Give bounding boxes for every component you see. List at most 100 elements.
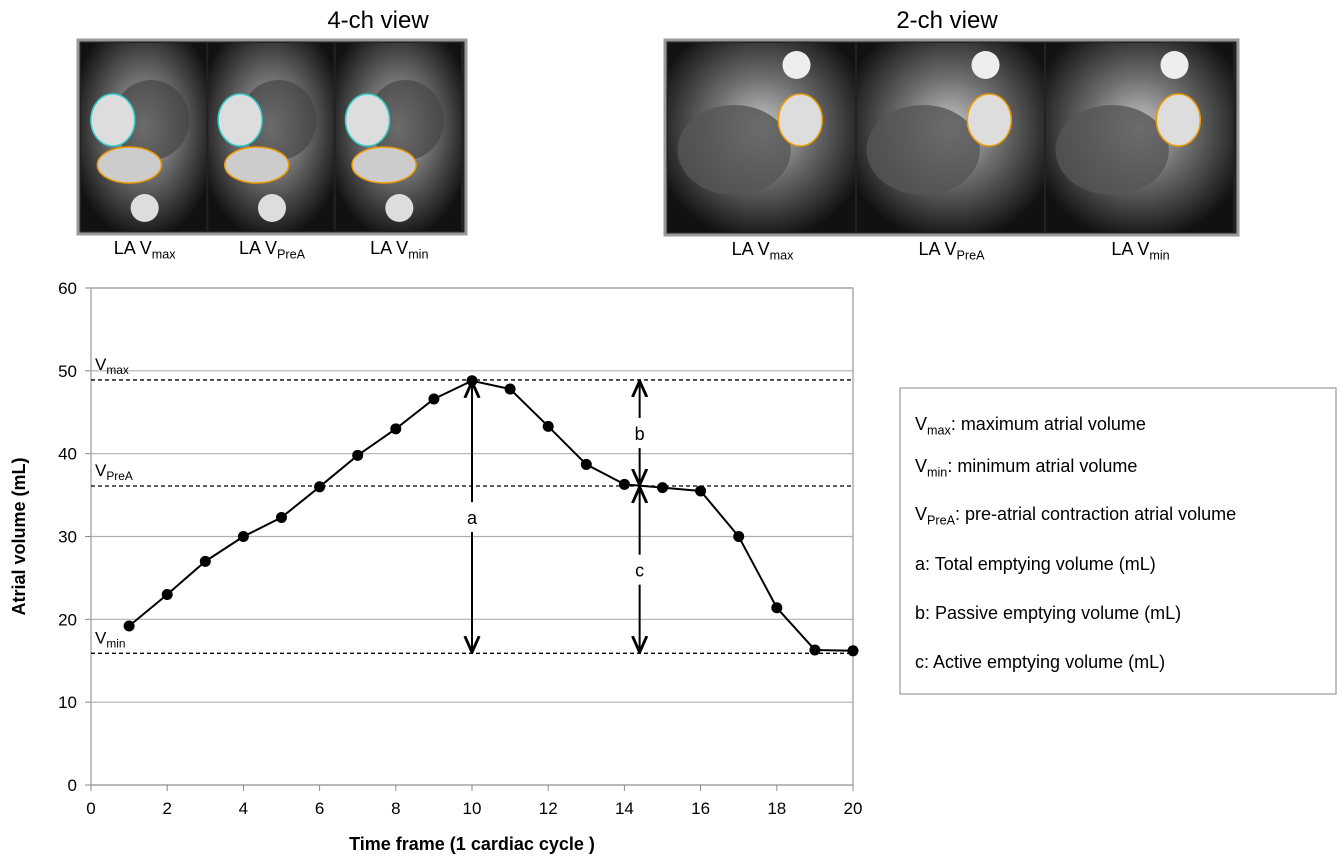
annotation-label: c	[635, 561, 644, 581]
text-main: V	[95, 461, 107, 480]
legend-entry: Vmin: minimum atrial volume	[915, 456, 1137, 480]
text-main: V	[915, 414, 927, 434]
data-point	[733, 531, 745, 542]
data-point	[123, 620, 135, 632]
data-point	[161, 588, 173, 600]
y-tick-label: 40	[58, 445, 77, 464]
text-main: V	[95, 355, 107, 374]
x-tick-label: 18	[767, 799, 786, 818]
text-subscript: PreA	[927, 514, 956, 528]
legend-entry: VPreA: pre-atrial contraction atrial vol…	[915, 504, 1236, 528]
image-label: LA Vmax	[732, 239, 795, 263]
image-label: LA Vmin	[1111, 239, 1169, 263]
x-tick-label: 20	[844, 799, 863, 818]
x-tick-label: 4	[239, 799, 248, 818]
data-point	[428, 393, 440, 405]
la-contour	[344, 93, 391, 147]
x-tick-label: 8	[391, 799, 400, 818]
text-main: LA V	[239, 238, 277, 258]
chamber	[866, 105, 980, 195]
text-main: LA V	[114, 238, 152, 258]
y-tick-label: 60	[58, 279, 77, 298]
text-rest: a: Total emptying volume (mL)	[915, 554, 1156, 574]
data-point	[199, 555, 211, 567]
annotation-label: a	[467, 508, 478, 528]
text-subscript: PreA	[277, 248, 306, 262]
y-axis-title: Atrial volume (mL)	[9, 457, 29, 615]
text-subscript: PreA	[106, 469, 133, 483]
data-point	[618, 478, 630, 490]
text-rest: : pre-atrial contraction atrial volume	[955, 504, 1236, 524]
aorta	[130, 194, 159, 222]
la-contour	[966, 93, 1013, 147]
x-tick-label: 16	[691, 799, 710, 818]
data-point	[657, 482, 668, 494]
aorta	[258, 194, 286, 222]
text-subscript: max	[927, 424, 951, 438]
text-subscript: max	[106, 363, 129, 377]
image-label: LA Vmin	[370, 238, 428, 262]
x-tick-label: 2	[162, 799, 171, 818]
aorta	[385, 194, 414, 222]
legend-entry: a: Total emptying volume (mL)	[915, 554, 1156, 574]
data-point	[466, 375, 478, 387]
la-contour	[777, 93, 824, 147]
text-main: LA V	[732, 239, 770, 259]
data-point	[580, 458, 592, 470]
text-rest: : minimum atrial volume	[947, 456, 1137, 476]
data-point	[314, 481, 326, 493]
la-contour	[223, 146, 290, 184]
image-label: LA Vmax	[114, 238, 177, 262]
y-tick-label: 30	[58, 528, 77, 547]
la-contour	[1155, 93, 1202, 147]
data-point	[237, 531, 249, 542]
y-tick-label: 0	[68, 776, 77, 795]
chamber	[367, 80, 444, 160]
x-axis-title: Time frame (1 cardiac cycle )	[349, 834, 595, 854]
data-point	[847, 645, 859, 657]
data-point	[771, 602, 783, 614]
annotation-label: b	[635, 424, 645, 444]
chamber	[240, 80, 317, 160]
text-subscript: max	[770, 249, 794, 263]
panel-title: 4-ch view	[327, 7, 429, 34]
text-main: LA V	[1111, 239, 1149, 259]
data-point	[504, 383, 516, 395]
image-label: LA VPreA	[239, 238, 306, 262]
text-rest: : maximum atrial volume	[951, 414, 1146, 434]
annotation-gap	[617, 417, 662, 448]
legend-entry: b: Passive emptying volume (mL)	[915, 603, 1181, 623]
y-tick-label: 20	[58, 610, 77, 629]
reference-label: VPreA	[95, 461, 133, 483]
data-point	[352, 449, 364, 461]
text-main: LA V	[370, 238, 408, 258]
image-label: LA VPreA	[918, 239, 985, 263]
data-point	[695, 485, 707, 497]
text-subscript: PreA	[957, 249, 986, 263]
x-tick-label: 10	[463, 799, 482, 818]
panel-title: 2-ch view	[896, 7, 998, 34]
text-subscript: min	[408, 248, 428, 262]
text-subscript: max	[152, 248, 176, 262]
text-rest: b: Passive emptying volume (mL)	[915, 603, 1181, 623]
x-tick-label: 14	[615, 799, 634, 818]
text-main: V	[915, 504, 927, 524]
la-contour	[90, 93, 136, 147]
aorta	[1160, 51, 1189, 79]
x-tick-label: 0	[86, 799, 95, 818]
reference-label: Vmax	[95, 355, 129, 377]
text-subscript: min	[106, 637, 125, 651]
data-point	[276, 511, 287, 523]
text-rest: c: Active emptying volume (mL)	[915, 652, 1165, 672]
y-tick-label: 10	[58, 693, 77, 712]
data-line	[128, 379, 854, 652]
y-tick-label: 50	[58, 362, 77, 381]
data-point	[809, 644, 821, 656]
text-main: V	[915, 456, 927, 476]
legend-entry: c: Active emptying volume (mL)	[915, 652, 1165, 672]
data-point	[390, 423, 402, 435]
text-subscript: min	[927, 466, 947, 480]
legend-entry: Vmax: maximum atrial volume	[915, 414, 1146, 438]
x-tick-label: 12	[539, 799, 558, 818]
